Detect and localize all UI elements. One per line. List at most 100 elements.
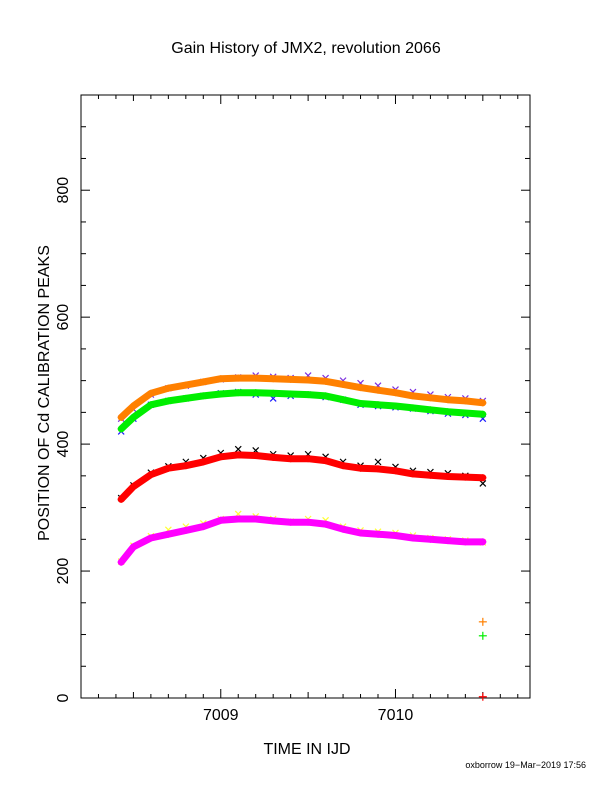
data-point [426, 471, 434, 479]
data-point [147, 534, 155, 542]
data-point [234, 515, 242, 523]
x-tick-label: 7009 [203, 707, 239, 724]
data-point [252, 374, 260, 382]
data-point [374, 465, 382, 473]
data-point [461, 397, 469, 405]
data-point [269, 453, 277, 461]
data-point [409, 534, 417, 542]
data-marks [117, 372, 487, 701]
data-point [461, 538, 469, 546]
data-point [357, 399, 365, 407]
data-point [164, 530, 172, 538]
data-point [444, 396, 452, 404]
data-point [339, 525, 347, 533]
data-point [199, 392, 207, 400]
data-point [374, 530, 382, 538]
data-point [409, 404, 417, 412]
data-point [182, 526, 190, 534]
data-point [117, 425, 125, 433]
data-point [147, 401, 155, 409]
data-point [217, 453, 225, 461]
data-point [199, 523, 207, 531]
data-point [357, 464, 365, 472]
data-point [147, 389, 155, 397]
data-point [478, 692, 487, 701]
data-point [269, 375, 277, 383]
data-point [426, 394, 434, 402]
smoothed-gain-line [117, 515, 487, 566]
smoothed-gain-line [117, 389, 487, 433]
data-point [479, 474, 487, 482]
series-smooth [117, 515, 487, 566]
data-point [117, 495, 125, 503]
data-point [129, 483, 137, 491]
data-point [287, 518, 295, 526]
y-tick-label: 400 [55, 431, 72, 458]
data-point [479, 410, 487, 418]
data-point [357, 384, 365, 392]
data-point [374, 401, 382, 409]
data-point [234, 445, 242, 453]
data-point [357, 529, 365, 537]
axis-tick-labels: 0 200 400 600 800 7009 7010 [55, 177, 413, 724]
data-point [164, 397, 172, 405]
data-point [117, 413, 125, 421]
x-axis-label: TIME IN IJD [263, 741, 350, 758]
data-point [269, 389, 277, 397]
data-point [322, 377, 330, 385]
data-point [129, 543, 137, 551]
data-point [147, 471, 155, 479]
data-point [339, 462, 347, 470]
data-point [478, 631, 487, 640]
data-point [129, 413, 137, 421]
data-point [409, 392, 417, 400]
data-point [164, 464, 172, 472]
data-point [287, 375, 295, 383]
data-point [117, 558, 125, 566]
data-point [322, 520, 330, 528]
y-tick-label: 600 [55, 304, 72, 331]
data-point [234, 389, 242, 397]
data-point [391, 467, 399, 475]
smoothed-gain-line [117, 374, 487, 421]
data-point [479, 399, 487, 407]
footer-credit: oxborrow 19−Mar−2019 17:56 [465, 760, 586, 770]
y-tick-label: 800 [55, 177, 72, 204]
data-point [339, 396, 347, 404]
series-outlier [478, 692, 487, 701]
data-point [269, 517, 277, 525]
data-point [287, 455, 295, 463]
data-point [199, 378, 207, 386]
y-tick-label: 0 [55, 693, 72, 702]
data-point [374, 386, 382, 394]
data-point [391, 402, 399, 410]
data-point [304, 376, 312, 384]
smoothed-gain-line [117, 451, 487, 503]
data-point [217, 375, 225, 383]
series-smooth [117, 451, 487, 503]
chart-title: Gain History of JMX2, revolution 2066 [171, 40, 441, 57]
data-point [234, 374, 242, 382]
data-point [322, 392, 330, 400]
data-point [461, 409, 469, 417]
axis-ticks [80, 94, 530, 699]
y-tick-label: 200 [55, 558, 72, 585]
data-point [479, 480, 487, 487]
data-point [182, 462, 190, 470]
data-point [478, 617, 487, 626]
data-point [199, 458, 207, 466]
data-point [164, 384, 172, 392]
data-point [409, 470, 417, 478]
data-point [252, 452, 260, 460]
series-smooth [117, 389, 487, 433]
data-point [391, 389, 399, 397]
data-point [304, 455, 312, 463]
data-point [444, 408, 452, 416]
data-point [391, 532, 399, 540]
data-point [252, 389, 260, 397]
data-point [426, 406, 434, 414]
data-point [479, 538, 487, 546]
data-point [322, 457, 330, 465]
data-point [129, 402, 137, 410]
